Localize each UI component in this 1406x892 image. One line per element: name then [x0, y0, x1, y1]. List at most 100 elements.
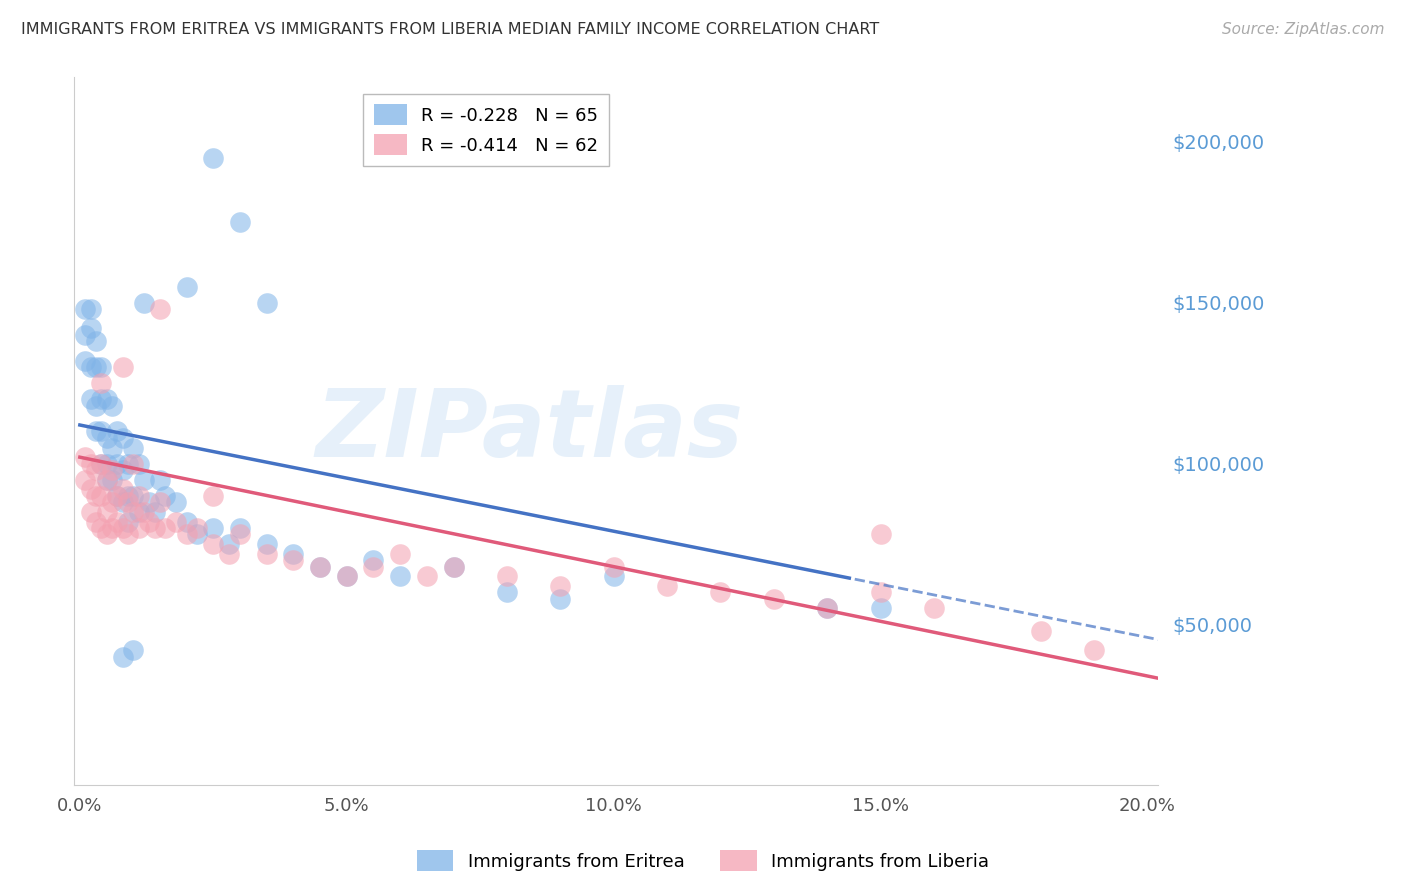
Point — [105, 457, 128, 471]
Point — [165, 515, 187, 529]
Point — [117, 457, 139, 471]
Point — [84, 425, 107, 439]
Point — [79, 505, 101, 519]
Point — [105, 515, 128, 529]
Point — [111, 360, 134, 375]
Point — [96, 527, 118, 541]
Point — [75, 450, 97, 465]
Point — [336, 569, 359, 583]
Point — [79, 321, 101, 335]
Point — [79, 392, 101, 407]
Point — [84, 463, 107, 477]
Point — [90, 457, 112, 471]
Point — [128, 457, 150, 471]
Point — [105, 489, 128, 503]
Point — [96, 431, 118, 445]
Point — [229, 527, 252, 541]
Point — [229, 215, 252, 229]
Point — [309, 559, 332, 574]
Point — [79, 360, 101, 375]
Point — [202, 489, 225, 503]
Point — [79, 457, 101, 471]
Point — [655, 579, 678, 593]
Point — [105, 425, 128, 439]
Point — [155, 521, 177, 535]
Point — [762, 591, 785, 606]
Point — [111, 521, 134, 535]
Point — [176, 527, 198, 541]
Point — [218, 537, 240, 551]
Point — [389, 569, 412, 583]
Point — [101, 473, 124, 487]
Point — [132, 505, 155, 519]
Point — [815, 601, 838, 615]
Point — [416, 569, 439, 583]
Point — [443, 559, 465, 574]
Point — [105, 489, 128, 503]
Point — [101, 495, 124, 509]
Point — [75, 473, 97, 487]
Text: Source: ZipAtlas.com: Source: ZipAtlas.com — [1222, 22, 1385, 37]
Point — [283, 553, 305, 567]
Point — [84, 399, 107, 413]
Point — [202, 151, 225, 165]
Point — [815, 601, 838, 615]
Point — [101, 441, 124, 455]
Point — [869, 527, 891, 541]
Text: IMMIGRANTS FROM ERITREA VS IMMIGRANTS FROM LIBERIA MEDIAN FAMILY INCOME CORRELAT: IMMIGRANTS FROM ERITREA VS IMMIGRANTS FR… — [21, 22, 879, 37]
Point — [90, 489, 112, 503]
Point — [165, 495, 187, 509]
Point — [363, 559, 385, 574]
Point — [363, 553, 385, 567]
Point — [389, 547, 412, 561]
Point — [218, 547, 240, 561]
Point — [111, 495, 134, 509]
Point — [101, 463, 124, 477]
Point — [602, 569, 624, 583]
Point — [176, 515, 198, 529]
Point — [90, 392, 112, 407]
Point — [550, 579, 572, 593]
Point — [128, 505, 150, 519]
Point — [283, 547, 305, 561]
Point — [75, 353, 97, 368]
Point — [84, 515, 107, 529]
Point — [122, 457, 145, 471]
Point — [111, 463, 134, 477]
Point — [1083, 643, 1105, 657]
Point — [75, 327, 97, 342]
Point — [79, 302, 101, 317]
Point — [122, 441, 145, 455]
Point — [117, 515, 139, 529]
Point — [149, 302, 172, 317]
Point — [149, 495, 172, 509]
Point — [96, 505, 118, 519]
Point — [122, 643, 145, 657]
Point — [128, 521, 150, 535]
Point — [155, 489, 177, 503]
Point — [309, 559, 332, 574]
Point — [143, 521, 166, 535]
Point — [101, 521, 124, 535]
Point — [256, 295, 278, 310]
Point — [90, 376, 112, 391]
Point — [922, 601, 945, 615]
Point — [443, 559, 465, 574]
Point — [496, 569, 519, 583]
Text: ZIPatlas: ZIPatlas — [315, 385, 744, 477]
Point — [202, 537, 225, 551]
Point — [111, 431, 134, 445]
Point — [90, 425, 112, 439]
Point — [75, 302, 97, 317]
Point — [128, 489, 150, 503]
Point — [138, 515, 160, 529]
Point — [709, 585, 731, 599]
Point — [96, 473, 118, 487]
Point — [869, 585, 891, 599]
Point — [550, 591, 572, 606]
Point — [117, 489, 139, 503]
Point — [229, 521, 252, 535]
Point — [84, 360, 107, 375]
Point — [132, 295, 155, 310]
Point — [186, 521, 208, 535]
